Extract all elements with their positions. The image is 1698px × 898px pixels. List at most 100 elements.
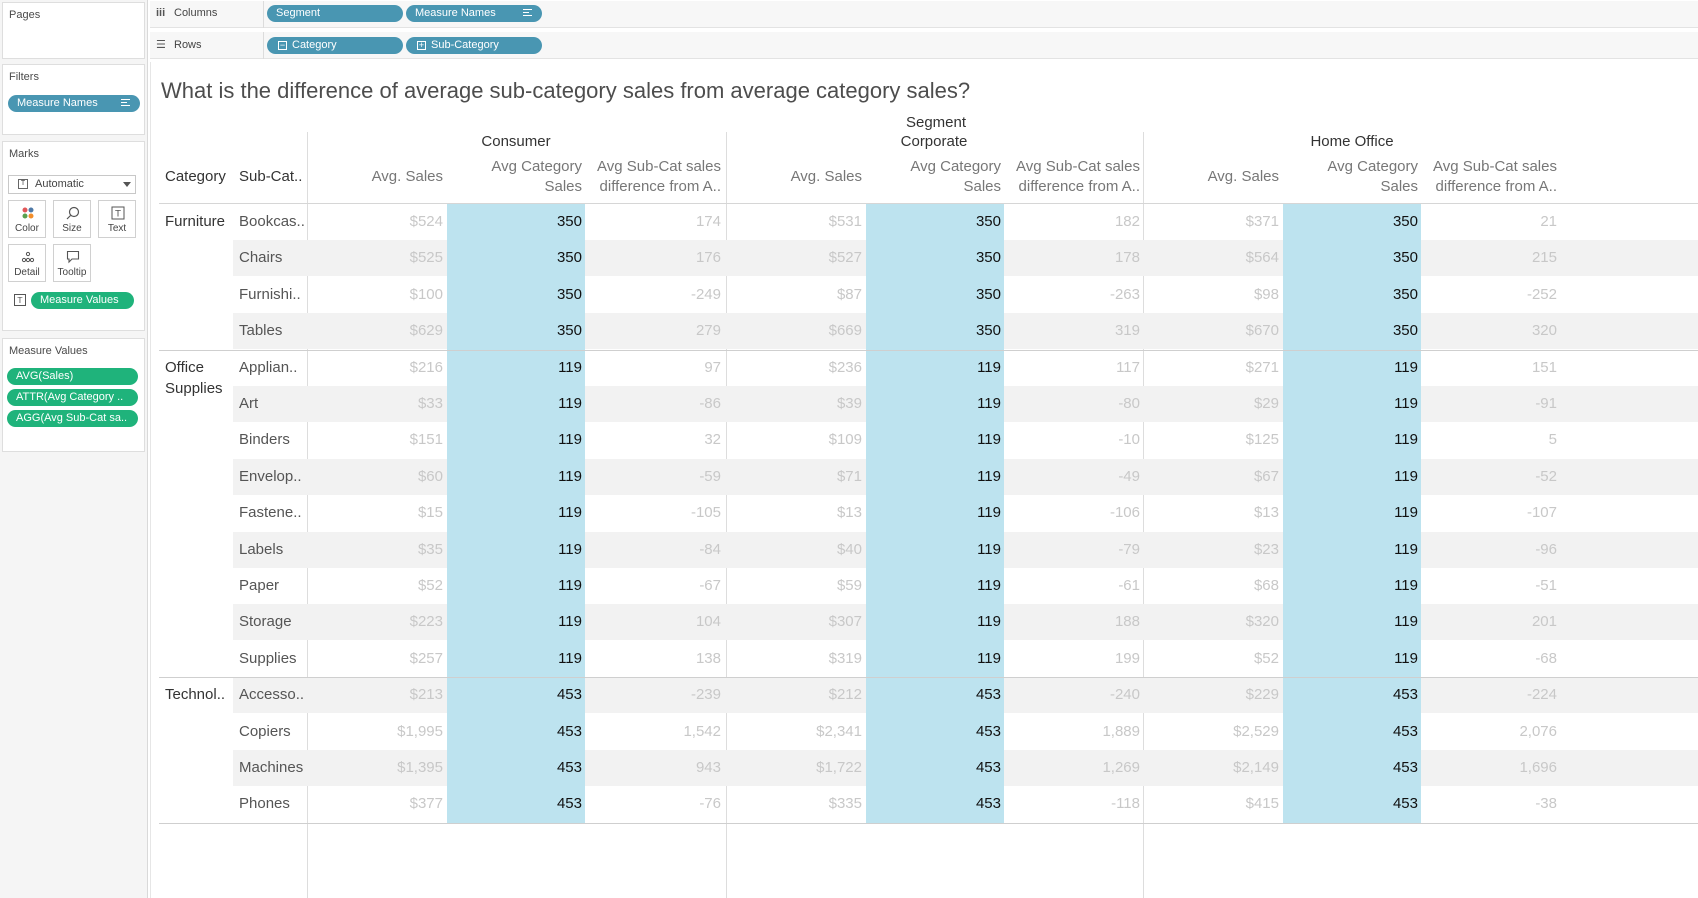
rows-shelf[interactable]: ☰ Rows − Category + Sub-Category: [150, 32, 1698, 59]
diff-cell[interactable]: 1,269: [1102, 759, 1140, 776]
sub-category-label[interactable]: Furnishi..: [239, 285, 301, 303]
diff-cell[interactable]: 182: [1114, 213, 1140, 230]
diff-cell[interactable]: 320: [1531, 322, 1557, 340]
avg-sales-cell[interactable]: $525: [409, 249, 443, 267]
avg-sales-cell[interactable]: $100: [409, 285, 443, 303]
avg-sales-cell[interactable]: $271: [1245, 358, 1279, 376]
avg-sales-cell[interactable]: $13: [1253, 504, 1279, 522]
avg-category-cell[interactable]: 119: [977, 431, 1001, 449]
column-pill-segment[interactable]: Segment: [267, 5, 403, 22]
avg-sales-cell[interactable]: $531: [828, 213, 862, 230]
avg-category-cell[interactable]: 453: [1392, 686, 1418, 704]
diff-cell[interactable]: -80: [1118, 395, 1140, 412]
filters-card[interactable]: Filters Measure Names: [2, 64, 145, 135]
sub-category-label[interactable]: Accesso..: [239, 686, 305, 704]
avg-category-cell[interactable]: 119: [558, 395, 582, 412]
avg-sales-cell[interactable]: $236: [828, 358, 862, 376]
diff-cell[interactable]: -38: [1535, 795, 1557, 813]
sub-category-label[interactable]: Tables: [239, 322, 283, 340]
avg-category-cell[interactable]: 119: [1394, 540, 1418, 558]
avg-sales-cell[interactable]: $307: [828, 613, 862, 631]
header-avg-sales-consumer[interactable]: Avg. Sales: [371, 168, 443, 185]
segment-home-office[interactable]: Home Office: [1310, 133, 1394, 150]
avg-category-cell[interactable]: 453: [556, 686, 582, 704]
avg-sales-cell[interactable]: $524: [409, 213, 443, 230]
detail-button[interactable]: Detail: [8, 244, 46, 282]
avg-category-cell[interactable]: 119: [977, 649, 1001, 667]
header-avg-category-consumer[interactable]: Avg Category: [491, 158, 582, 175]
avg-category-cell[interactable]: 119: [977, 395, 1001, 412]
diff-cell[interactable]: 104: [695, 613, 721, 631]
avg-sales-cell[interactable]: $229: [1245, 686, 1279, 704]
sub-category-label[interactable]: Envelop..: [239, 467, 302, 485]
header-avg-category-home-office[interactable]: Avg Category: [1327, 158, 1418, 175]
diff-cell[interactable]: 151: [1531, 358, 1557, 376]
avg-sales-cell[interactable]: $52: [1253, 649, 1279, 667]
avg-sales-cell[interactable]: $212: [828, 686, 862, 704]
avg-sales-cell[interactable]: $564: [1245, 249, 1279, 267]
sub-category-header[interactable]: Sub-Cat..: [239, 168, 303, 185]
diff-cell[interactable]: -68: [1535, 649, 1557, 667]
avg-sales-cell[interactable]: $629: [409, 322, 443, 340]
header-diff-home-office[interactable]: Avg Sub-Cat sales: [1433, 158, 1557, 175]
avg-category-cell[interactable]: 119: [1394, 613, 1418, 631]
avg-sales-cell[interactable]: $151: [409, 431, 443, 449]
sub-category-label[interactable]: Labels: [239, 540, 284, 558]
sub-category-label[interactable]: Chairs: [239, 249, 283, 267]
avg-sales-cell[interactable]: $2,149: [1233, 759, 1279, 776]
avg-sales-cell[interactable]: $377: [409, 795, 443, 813]
diff-cell[interactable]: -61: [1118, 577, 1140, 594]
diff-cell[interactable]: -240: [1109, 686, 1140, 704]
avg-category-cell[interactable]: 119: [977, 540, 1001, 558]
avg-sales-cell[interactable]: $68: [1253, 577, 1279, 594]
avg-sales-cell[interactable]: $335: [828, 795, 862, 813]
avg-sales-cell[interactable]: $60: [417, 467, 443, 485]
avg-category-cell[interactable]: 453: [1392, 795, 1418, 813]
diff-cell[interactable]: -79: [1118, 540, 1140, 558]
avg-category-cell[interactable]: 350: [1392, 322, 1418, 340]
avg-category-cell[interactable]: 119: [558, 540, 582, 558]
sub-category-label[interactable]: Fastene..: [239, 504, 302, 522]
diff-cell[interactable]: 5: [1548, 431, 1557, 449]
measure-pill-avg-sales[interactable]: AVG(Sales): [7, 368, 138, 385]
avg-sales-cell[interactable]: $125: [1245, 431, 1279, 449]
avg-category-cell[interactable]: 453: [556, 722, 582, 740]
diff-cell[interactable]: 2,076: [1519, 722, 1557, 740]
avg-category-cell[interactable]: 119: [977, 358, 1001, 376]
avg-category-cell[interactable]: 453: [1392, 759, 1418, 776]
avg-category-cell[interactable]: 350: [1392, 213, 1418, 230]
diff-cell[interactable]: -10: [1118, 431, 1140, 449]
avg-category-cell[interactable]: 119: [977, 467, 1001, 485]
collapse-icon[interactable]: −: [278, 40, 287, 50]
diff-cell[interactable]: 174: [695, 213, 721, 230]
diff-cell[interactable]: -59: [699, 467, 721, 485]
sub-category-label[interactable]: Paper: [239, 577, 280, 594]
tooltip-button[interactable]: Tooltip: [53, 244, 91, 282]
avg-category-cell[interactable]: 350: [975, 249, 1001, 267]
header-avg-sales-home-office[interactable]: Avg. Sales: [1207, 168, 1279, 185]
avg-category-cell[interactable]: 119: [1394, 431, 1418, 449]
diff-cell[interactable]: 199: [1114, 649, 1140, 667]
avg-sales-cell[interactable]: $415: [1245, 795, 1279, 813]
diff-cell[interactable]: -224: [1526, 686, 1557, 704]
diff-cell[interactable]: -76: [699, 795, 721, 813]
avg-sales-cell[interactable]: $2,341: [816, 722, 862, 740]
avg-category-cell[interactable]: 119: [558, 649, 582, 667]
avg-sales-cell[interactable]: $223: [409, 613, 443, 631]
header-avg-category-corporate[interactable]: Avg Category: [910, 158, 1001, 175]
row-pill-sub-category[interactable]: + Sub-Category: [406, 37, 542, 54]
avg-sales-cell[interactable]: $320: [1245, 613, 1279, 631]
diff-cell[interactable]: 943: [695, 759, 721, 776]
mark-type-dropdown[interactable]: T Automatic: [8, 175, 136, 194]
avg-sales-cell[interactable]: $52: [417, 577, 443, 594]
filter-pill-measure-names[interactable]: Measure Names: [8, 95, 140, 112]
diff-cell[interactable]: 215: [1531, 249, 1557, 267]
columns-shelf[interactable]: iii Columns Segment Measure Names: [150, 1, 1698, 28]
diff-cell[interactable]: -52: [1535, 467, 1557, 485]
avg-sales-cell[interactable]: $670: [1245, 322, 1279, 340]
avg-category-cell[interactable]: 119: [558, 431, 582, 449]
sub-category-label[interactable]: Supplies: [239, 649, 297, 667]
avg-category-cell[interactable]: 119: [1394, 649, 1418, 667]
diff-cell[interactable]: -51: [1535, 577, 1557, 594]
avg-sales-cell[interactable]: $216: [409, 358, 443, 376]
